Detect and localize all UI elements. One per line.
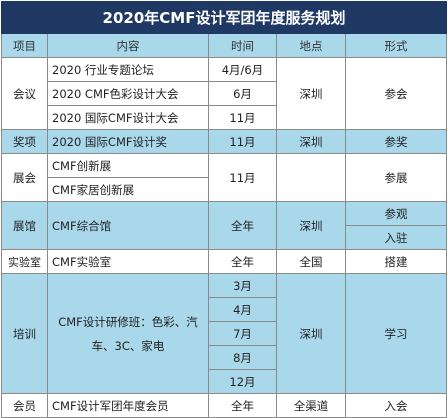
award-place: 深圳: [276, 129, 346, 154]
member-form: 入会: [344, 393, 448, 418]
exhibition-place: [276, 153, 346, 202]
training-place: 深圳: [276, 273, 346, 394]
lab-content: CMF实验室: [47, 249, 209, 274]
award-project: 奖项: [1, 129, 48, 154]
member-project: 会员: [1, 393, 48, 418]
member-time: 全年: [208, 393, 277, 418]
exhibition-form: 参展: [344, 153, 448, 202]
lab-time: 全年: [208, 249, 277, 274]
training-time-5: 12月: [208, 369, 277, 394]
meeting-project: 会议: [1, 57, 48, 130]
header-project: 项目: [1, 33, 48, 58]
header-form: 形式: [344, 33, 448, 58]
table-row: 培训 CMF设计研修班：色彩、汽车、3C、家电 3月 深圳 学习: [1, 273, 448, 394]
table-row: 展馆 CMF综合馆 全年 深圳 参观: [1, 201, 448, 250]
table-row: 会员 CMF设计军团年度会员 全年 全渠道 入会: [1, 393, 448, 418]
table-row: 会议 2020 行业专题论坛 4月/6月 深圳 参会: [1, 57, 448, 130]
exhibition-time: 11月: [208, 153, 277, 202]
meeting-time-3: 11月: [208, 105, 277, 130]
member-content: CMF设计军团年度会员: [47, 393, 209, 418]
header-row: 项目 内容 时间 地点 形式: [1, 33, 448, 58]
meeting-time-2: 6月: [208, 81, 277, 106]
header-content: 内容: [47, 33, 209, 58]
training-project: 培训: [1, 273, 48, 394]
meeting-content-1: 2020 行业专题论坛: [47, 57, 209, 82]
meeting-content-2: 2020 CMF色彩设计大会: [47, 81, 209, 106]
hall-form-1: 参观: [344, 201, 448, 226]
meeting-place: 深圳: [276, 57, 346, 130]
table-row: 奖项 2020 国际CMF设计奖 11月 深圳 参奖: [1, 129, 448, 154]
table-row: 8月: [2, 345, 447, 370]
meeting-time-1: 4月/6月: [208, 57, 277, 82]
table-row: 2020 CMF色彩设计大会 6月: [2, 81, 447, 106]
header-time: 时间: [208, 33, 277, 58]
hall-project: 展馆: [1, 201, 48, 250]
lab-place: 全国: [276, 249, 346, 274]
table-row: 7月: [2, 321, 447, 346]
training-time-3: 7月: [208, 321, 277, 346]
award-content: 2020 国际CMF设计奖: [47, 129, 209, 154]
hall-content: CMF综合馆: [47, 201, 209, 250]
table-row: 入驻: [2, 225, 448, 250]
header-place: 地点: [276, 33, 346, 58]
table-row: 实验室 CMF实验室 全年 全国 搭建: [1, 249, 448, 274]
exhibition-content-2: CMF家居创新展: [47, 177, 209, 202]
exhibition-content-1: CMF创新展: [47, 153, 209, 178]
table-row: 12月: [2, 369, 447, 394]
table-row: CMF家居创新展: [2, 177, 447, 202]
exhibition-project: 展会: [1, 153, 48, 202]
lab-project: 实验室: [1, 249, 48, 274]
training-time-4: 8月: [208, 345, 277, 370]
training-form: 学习: [344, 273, 448, 394]
hall-time: 全年: [208, 201, 277, 250]
lab-form: 搭建: [344, 249, 448, 274]
training-content: CMF设计研修班：色彩、汽车、3C、家电: [47, 273, 209, 394]
award-time: 11月: [208, 129, 277, 154]
training-time-1: 3月: [208, 273, 277, 298]
table-title: 2020年CMF设计军团年度服务规划: [0, 1, 448, 34]
member-place: 全渠道: [276, 393, 346, 418]
table-row: 展会 CMF创新展 11月 参展: [1, 153, 448, 202]
meeting-form: 参会: [344, 57, 448, 130]
meeting-content-3: 2020 国际CMF设计大会: [47, 105, 209, 130]
award-form: 参奖: [344, 129, 448, 154]
table-row: 4月: [2, 297, 447, 322]
hall-form-2: 入驻: [344, 225, 448, 250]
title-row: 2020年CMF设计军团年度服务规划: [0, 1, 448, 34]
training-time-2: 4月: [208, 297, 277, 322]
hall-place: 深圳: [276, 201, 346, 250]
